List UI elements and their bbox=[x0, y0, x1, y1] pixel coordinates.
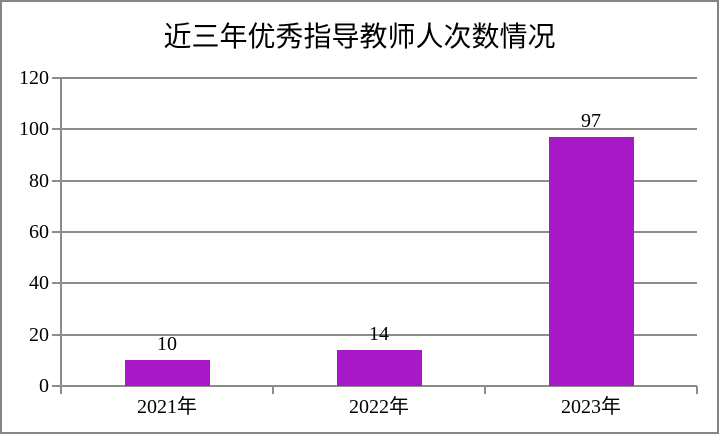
x-category-label: 2023年 bbox=[561, 396, 621, 418]
bar-value-label: 10 bbox=[157, 333, 177, 355]
x-category-label: 2021年 bbox=[137, 396, 197, 418]
y-axis-line bbox=[60, 78, 62, 391]
gridline-40 bbox=[61, 282, 697, 284]
y-tick-label: 60 bbox=[29, 221, 49, 243]
bar-value-label: 97 bbox=[581, 110, 601, 132]
y-axis-tick-100 bbox=[52, 128, 61, 130]
gridline-120 bbox=[61, 77, 697, 79]
gridline-80 bbox=[61, 180, 697, 182]
gridline-100 bbox=[61, 128, 697, 130]
y-axis-tick-60 bbox=[52, 231, 61, 233]
x-axis-tick bbox=[60, 386, 62, 394]
y-axis-tick-40 bbox=[52, 282, 61, 284]
x-axis-tick bbox=[272, 386, 274, 394]
y-tick-label: 40 bbox=[29, 272, 49, 294]
y-tick-label: 0 bbox=[39, 375, 49, 397]
y-tick-label: 120 bbox=[19, 67, 49, 89]
x-axis-tick bbox=[484, 386, 486, 394]
bar-2023年 bbox=[549, 137, 634, 386]
bar-value-label: 14 bbox=[369, 323, 389, 345]
y-tick-label: 80 bbox=[29, 170, 49, 192]
gridline-60 bbox=[61, 231, 697, 233]
y-axis-tick-0 bbox=[52, 385, 61, 387]
bar-2022年 bbox=[337, 350, 422, 386]
y-axis-tick-120 bbox=[52, 77, 61, 79]
gridline-0 bbox=[61, 385, 697, 387]
y-axis-tick-80 bbox=[52, 180, 61, 182]
x-category-label: 2022年 bbox=[349, 396, 409, 418]
gridline-20 bbox=[61, 334, 697, 336]
chart-title: 近三年优秀指导教师人次数情况 bbox=[163, 22, 556, 53]
y-tick-label: 100 bbox=[19, 118, 49, 140]
y-axis-tick-20 bbox=[52, 334, 61, 336]
x-axis-tick bbox=[696, 386, 698, 394]
bar-2021年 bbox=[125, 360, 210, 386]
y-tick-label: 20 bbox=[29, 324, 49, 346]
